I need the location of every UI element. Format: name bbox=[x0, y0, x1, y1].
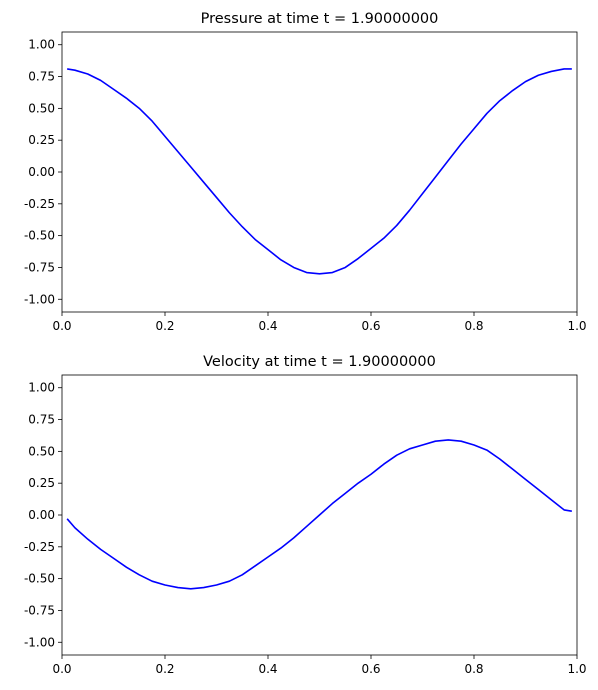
velocity-y-tick-label: 0.00 bbox=[28, 508, 55, 522]
velocity-chart-title: Velocity at time t = 1.90000000 bbox=[203, 354, 436, 370]
velocity-x-tick-label: 0.0 bbox=[52, 662, 71, 676]
pressure-axes-frame bbox=[61, 31, 578, 313]
pressure-y-tick-label: -0.75 bbox=[24, 260, 55, 274]
pressure-x-tick-label: 0.4 bbox=[258, 319, 277, 333]
velocity-y-tick-label: -0.25 bbox=[24, 540, 55, 554]
pressure-y-tick-label: -0.50 bbox=[24, 229, 55, 243]
pressure-y-tick-label: -0.25 bbox=[24, 197, 55, 211]
velocity-x-tick-label: 0.8 bbox=[464, 662, 483, 676]
pressure-y-tick-label: -1.00 bbox=[24, 292, 55, 306]
velocity-y-tick-label: 0.25 bbox=[28, 476, 55, 490]
velocity-y-tick-label: -0.75 bbox=[24, 603, 55, 617]
pressure-x-tick-label: 1.0 bbox=[567, 319, 586, 333]
velocity-x-tick-label: 0.4 bbox=[258, 662, 277, 676]
velocity-x-tick-label: 0.6 bbox=[361, 662, 380, 676]
velocity-x-tick-label: 0.2 bbox=[155, 662, 174, 676]
pressure-series-line bbox=[67, 68, 572, 275]
velocity-axes-frame bbox=[61, 374, 578, 656]
pressure-y-tick-label: 0.00 bbox=[28, 165, 55, 179]
pressure-x-tick-label: 0.2 bbox=[155, 319, 174, 333]
pressure-x-tick-label: 0.0 bbox=[52, 319, 71, 333]
pressure-y-tick-label: 0.25 bbox=[28, 133, 55, 147]
velocity-y-tick-label: 0.75 bbox=[28, 413, 55, 427]
velocity-x-tick-label: 1.0 bbox=[567, 662, 586, 676]
pressure-y-tick-label: 0.75 bbox=[28, 70, 55, 84]
pressure-y-tick-label: 0.50 bbox=[28, 101, 55, 115]
pressure-chart-title: Pressure at time t = 1.90000000 bbox=[201, 11, 439, 27]
pressure-x-tick-label: 0.8 bbox=[464, 319, 483, 333]
velocity-y-tick-label: 0.50 bbox=[28, 444, 55, 458]
velocity-y-tick-label: 1.00 bbox=[28, 381, 55, 395]
velocity-series-line bbox=[66, 439, 572, 590]
velocity-y-tick-label: -0.50 bbox=[24, 572, 55, 586]
velocity-y-tick-label: -1.00 bbox=[24, 635, 55, 649]
pressure-x-tick-label: 0.6 bbox=[361, 319, 380, 333]
pressure-y-tick-label: 1.00 bbox=[28, 38, 55, 52]
